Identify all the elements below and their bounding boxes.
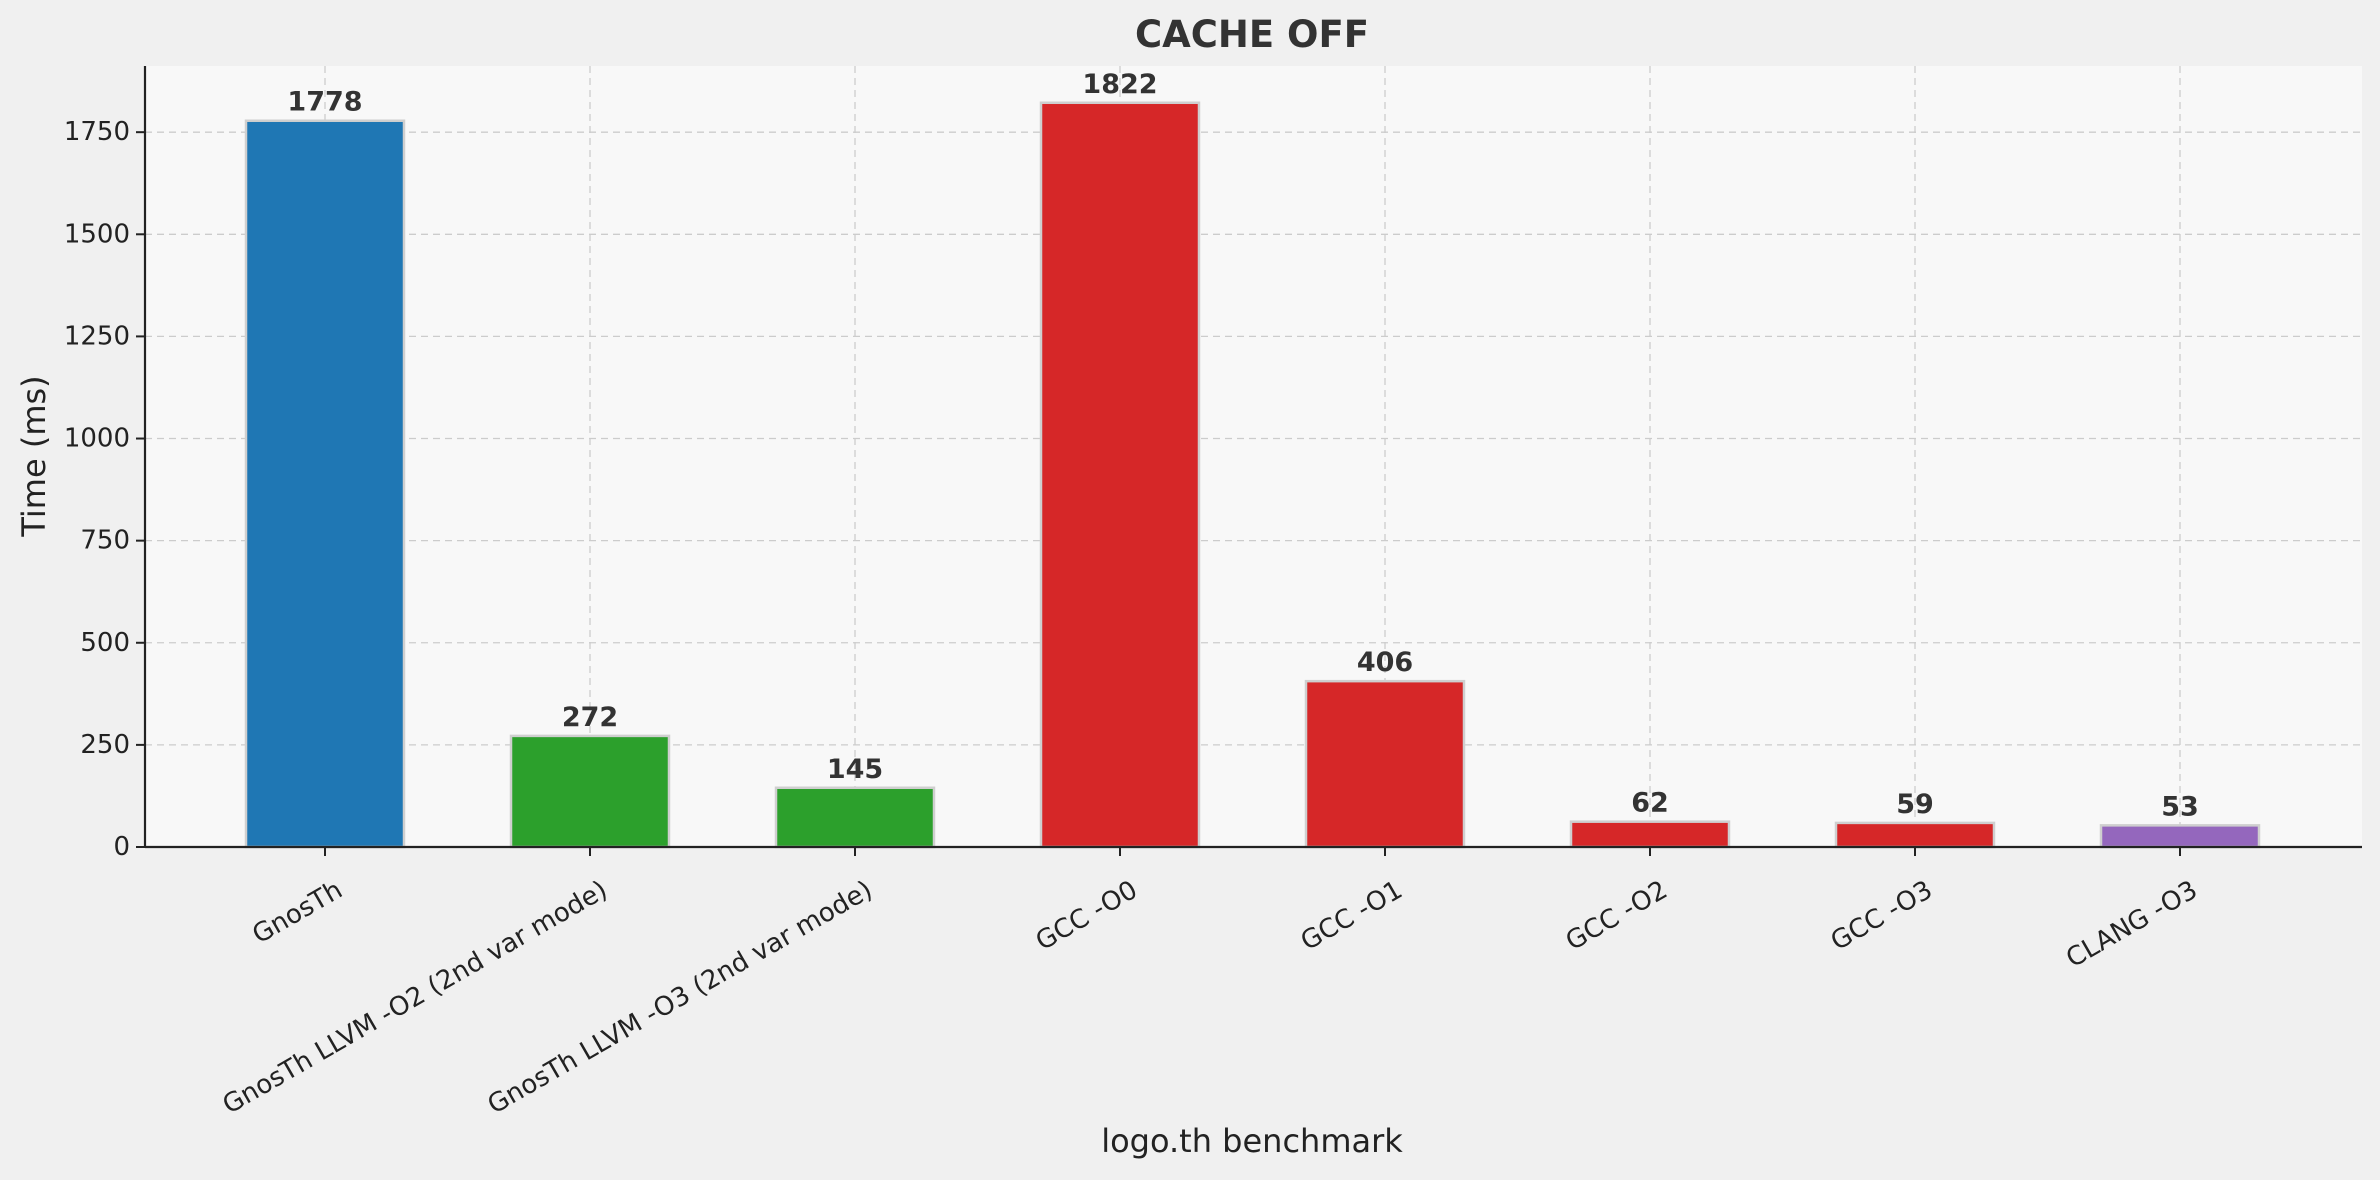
y-tick-label: 1500 — [64, 219, 130, 249]
y-tick-label: 500 — [80, 628, 130, 658]
chart-title: CACHE OFF — [1135, 13, 1369, 56]
y-tick-label: 1750 — [64, 117, 130, 147]
bar-value-label: 272 — [562, 702, 618, 733]
bar-value-label: 62 — [1631, 788, 1669, 819]
y-axis-label: Time (ms) — [15, 375, 53, 537]
x-tick-label: GCC -O3 — [1826, 875, 1938, 957]
x-tick-label: GCC -O2 — [1561, 875, 1673, 957]
x-tick-label: GnosTh — [247, 875, 347, 950]
plot-area — [145, 66, 2362, 847]
y-tick-label: 750 — [80, 526, 130, 556]
bar-value-label: 59 — [1896, 789, 1934, 820]
data-labels: 1778 272 145 1822 406 62 59 53 — [287, 69, 2198, 823]
y-tick-label: 250 — [80, 730, 130, 760]
bars — [244, 101, 2261, 849]
y-ticks: 0 250 500 750 1000 1250 1500 1750 — [64, 117, 145, 862]
bar — [1304, 679, 1466, 849]
bar-value-label: 145 — [827, 754, 883, 785]
y-tick-label: 0 — [113, 832, 130, 862]
bar — [2099, 824, 2261, 849]
bar-value-label: 406 — [1357, 647, 1413, 678]
axes — [143, 66, 2362, 849]
bar-value-label: 1778 — [287, 87, 362, 118]
bar — [774, 786, 936, 849]
bar-value-label: 1822 — [1082, 69, 1157, 100]
bar — [509, 734, 671, 849]
bar — [1834, 821, 1996, 849]
x-tick-label: GCC -O1 — [1296, 875, 1408, 957]
bar — [244, 119, 406, 849]
y-tick-label: 1000 — [64, 424, 130, 454]
bar-value-label: 53 — [2161, 791, 2199, 822]
y-tick-label: 1250 — [64, 321, 130, 351]
bar — [1039, 101, 1201, 849]
bar — [1569, 820, 1731, 849]
x-tick-label: CLANG -O3 — [2061, 875, 2202, 974]
x-tick-label: GCC -O0 — [1031, 875, 1143, 957]
x-axis-label: logo.th benchmark — [1101, 1122, 1403, 1160]
